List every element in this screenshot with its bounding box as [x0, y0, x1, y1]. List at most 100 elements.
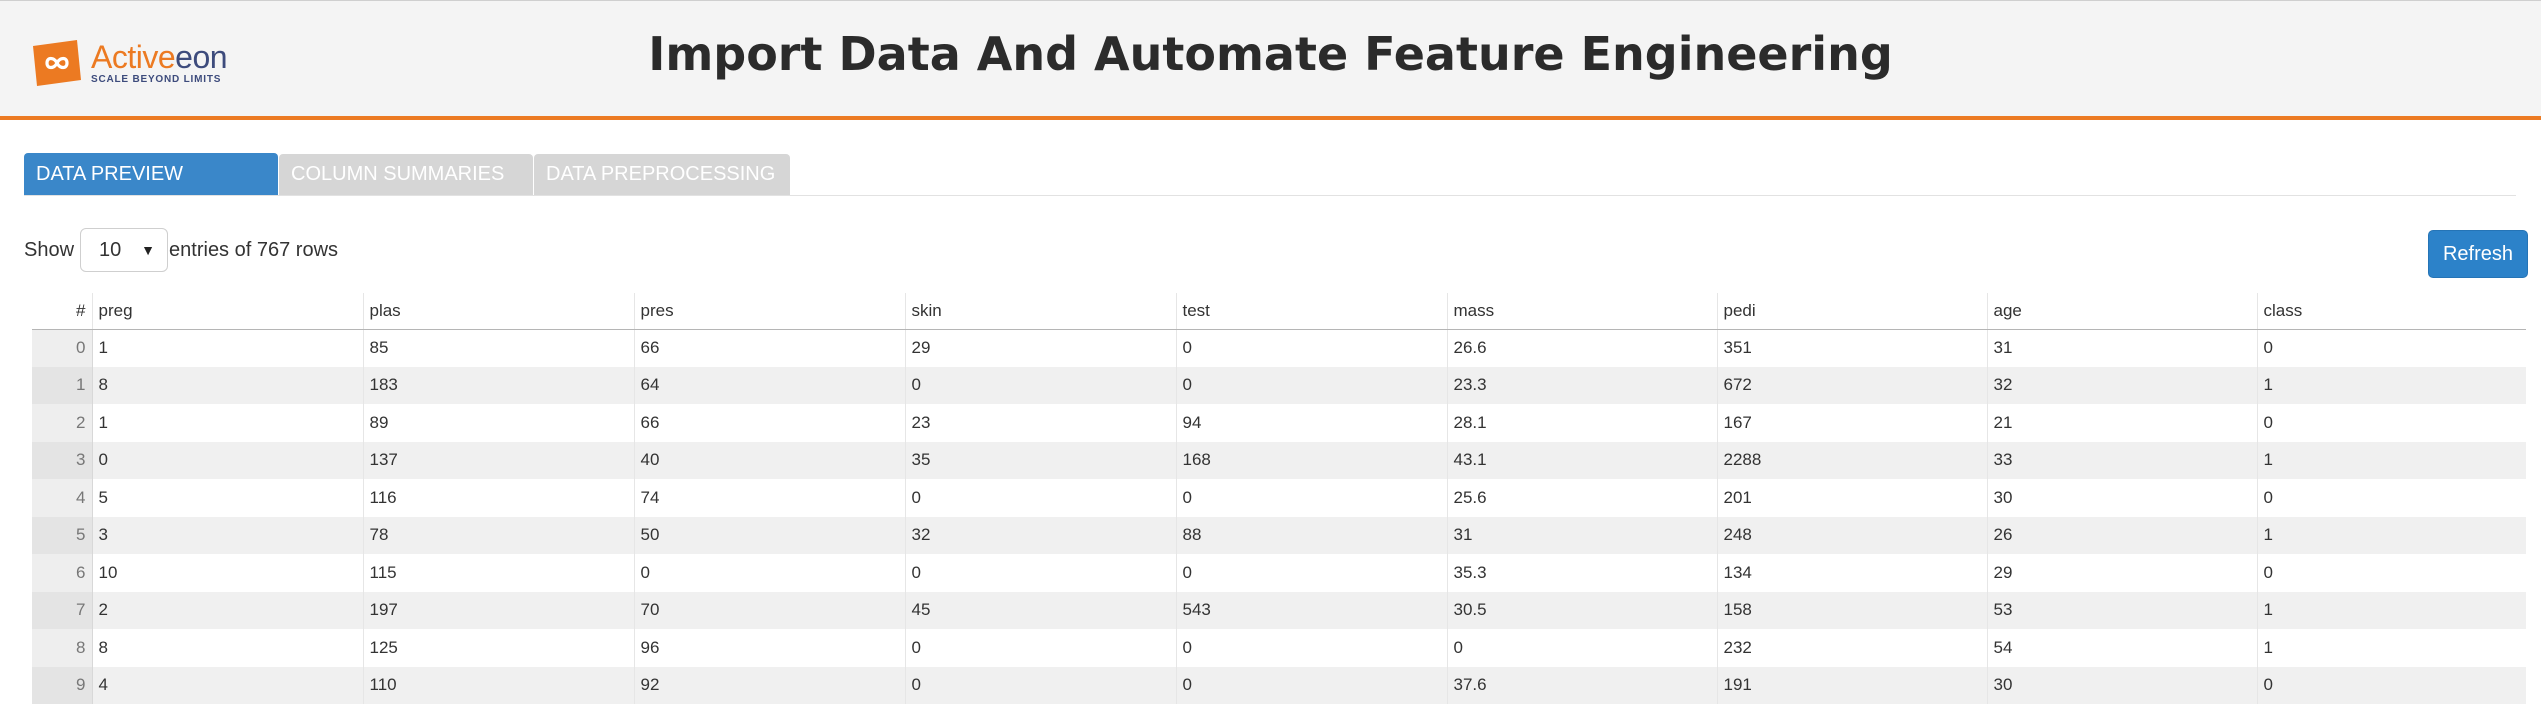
entries-select-value: 10: [99, 238, 122, 261]
table-cell: 43.1: [1446, 441, 1717, 479]
row-index: 8: [32, 629, 93, 667]
table-length-control: Show 10 ▼ entries of 767 rows: [24, 228, 338, 272]
tab-data-preprocessing[interactable]: DATA PREPROCESSING: [534, 154, 790, 195]
column-header[interactable]: preg: [91, 293, 363, 330]
table-row: 5 3 78 50 32 88 31 248 26 1: [32, 516, 2526, 554]
table-cell: 54: [1986, 629, 2257, 667]
table-cell: 10: [91, 554, 363, 592]
table-cell: 26.6: [1446, 329, 1717, 367]
column-header[interactable]: test: [1175, 293, 1447, 330]
table-cell: 0: [904, 366, 1176, 404]
table-cell: 66: [633, 329, 905, 367]
table-cell: 1: [2256, 516, 2526, 554]
table-cell: 0: [904, 479, 1176, 517]
row-index: 3: [32, 441, 93, 479]
table-cell: 26: [1986, 516, 2257, 554]
table-row: 9 4 110 92 0 0 37.6 191 30 0: [32, 666, 2526, 704]
table-cell: 64: [633, 366, 905, 404]
table-cell: 0: [1175, 629, 1447, 667]
table-cell: 96: [633, 629, 905, 667]
table-cell: 1: [2256, 366, 2526, 404]
table-cell: 351: [1716, 329, 1987, 367]
table-header-row: # preg plas pres skin test mass pedi age…: [32, 293, 2526, 330]
table-row: 1 8 183 64 0 0 23.3 672 32 1: [32, 366, 2526, 404]
table-cell: 201: [1716, 479, 1987, 517]
table-cell: 31: [1446, 516, 1717, 554]
table-cell: 78: [362, 516, 634, 554]
table-row: 2 1 89 66 23 94 28.1 167 21 0: [32, 404, 2526, 442]
table-cell: 168: [1175, 441, 1447, 479]
table-cell: 85: [362, 329, 634, 367]
table-cell: 30: [1986, 666, 2257, 704]
table-cell: 28.1: [1446, 404, 1717, 442]
page-title: Import Data And Automate Feature Enginee…: [648, 27, 1893, 81]
table-cell: 53: [1986, 591, 2257, 629]
table-cell: 1: [91, 329, 363, 367]
table-cell: 5: [91, 479, 363, 517]
table-cell: 183: [362, 366, 634, 404]
table-cell: 115: [362, 554, 634, 592]
table-cell: 0: [1175, 329, 1447, 367]
table-cell: 1: [91, 404, 363, 442]
table-cell: 45: [904, 591, 1176, 629]
table-row: 8 8 125 96 0 0 0 232 54 1: [32, 629, 2526, 667]
column-header[interactable]: pres: [633, 293, 905, 330]
table-row: 4 5 116 74 0 0 25.6 201 30 0: [32, 479, 2526, 517]
logo-tagline: SCALE BEYOND LIMITS: [91, 74, 222, 85]
row-index: 2: [32, 404, 93, 442]
table-row: 0 1 85 66 29 0 26.6 351 31 0: [32, 329, 2526, 367]
row-index: 4: [32, 479, 93, 517]
column-header[interactable]: age: [1986, 293, 2257, 330]
table-cell: 23: [904, 404, 1176, 442]
table-cell: 158: [1716, 591, 1987, 629]
tab-data-preview[interactable]: DATA PREVIEW: [24, 153, 278, 195]
table-cell: 0: [2256, 404, 2526, 442]
table-cell: 21: [1986, 404, 2257, 442]
column-header[interactable]: class: [2256, 293, 2526, 330]
table-cell: 25.6: [1446, 479, 1717, 517]
table-cell: 33: [1986, 441, 2257, 479]
table-cell: 29: [1986, 554, 2257, 592]
row-index: 5: [32, 516, 93, 554]
table-cell: 0: [633, 554, 905, 592]
table-cell: 32: [1986, 366, 2257, 404]
table-cell: 35.3: [1446, 554, 1717, 592]
table-cell: 0: [1175, 479, 1447, 517]
activeeon-infinity-logo-icon: [33, 40, 81, 86]
data-preview-table: # preg plas pres skin test mass pedi age…: [32, 293, 2526, 704]
table-cell: 167: [1716, 404, 1987, 442]
table-cell: 0: [2256, 479, 2526, 517]
column-header-index[interactable]: #: [32, 293, 92, 330]
column-header[interactable]: skin: [904, 293, 1176, 330]
refresh-button[interactable]: Refresh: [2428, 230, 2528, 278]
table-cell: 0: [2256, 554, 2526, 592]
table-cell: 50: [633, 516, 905, 554]
tab-column-summaries[interactable]: COLUMN SUMMARIES: [279, 154, 533, 195]
entries-select[interactable]: 10 ▼: [80, 228, 169, 272]
table-cell: 0: [1175, 366, 1447, 404]
table-cell: 1: [2256, 591, 2526, 629]
column-header[interactable]: pedi: [1716, 293, 1987, 330]
table-cell: 191: [1716, 666, 1987, 704]
table-cell: 0: [2256, 329, 2526, 367]
table-cell: 110: [362, 666, 634, 704]
column-header[interactable]: plas: [362, 293, 634, 330]
table-cell: 35: [904, 441, 1176, 479]
app-header: Activeeon SCALE BEYOND LIMITS Import Dat…: [0, 0, 2541, 120]
row-index: 7: [32, 591, 93, 629]
table-cell: 0: [904, 666, 1176, 704]
activeeon-logo[interactable]: Activeeon SCALE BEYOND LIMITS: [33, 37, 228, 89]
table-cell: 29: [904, 329, 1176, 367]
table-cell: 31: [1986, 329, 2257, 367]
table-cell: 0: [904, 629, 1176, 667]
column-header[interactable]: mass: [1446, 293, 1717, 330]
table-cell: 30.5: [1446, 591, 1717, 629]
show-label: Show: [24, 238, 75, 261]
table-cell: 8: [91, 366, 363, 404]
row-index: 1: [32, 366, 93, 404]
table-row: 3 0 137 40 35 168 43.1 2288 33 1: [32, 441, 2526, 479]
table-cell: 30: [1986, 479, 2257, 517]
table-cell: 0: [91, 441, 363, 479]
entries-count-label: entries of 767 rows: [169, 238, 339, 261]
table-cell: 1: [2256, 629, 2526, 667]
